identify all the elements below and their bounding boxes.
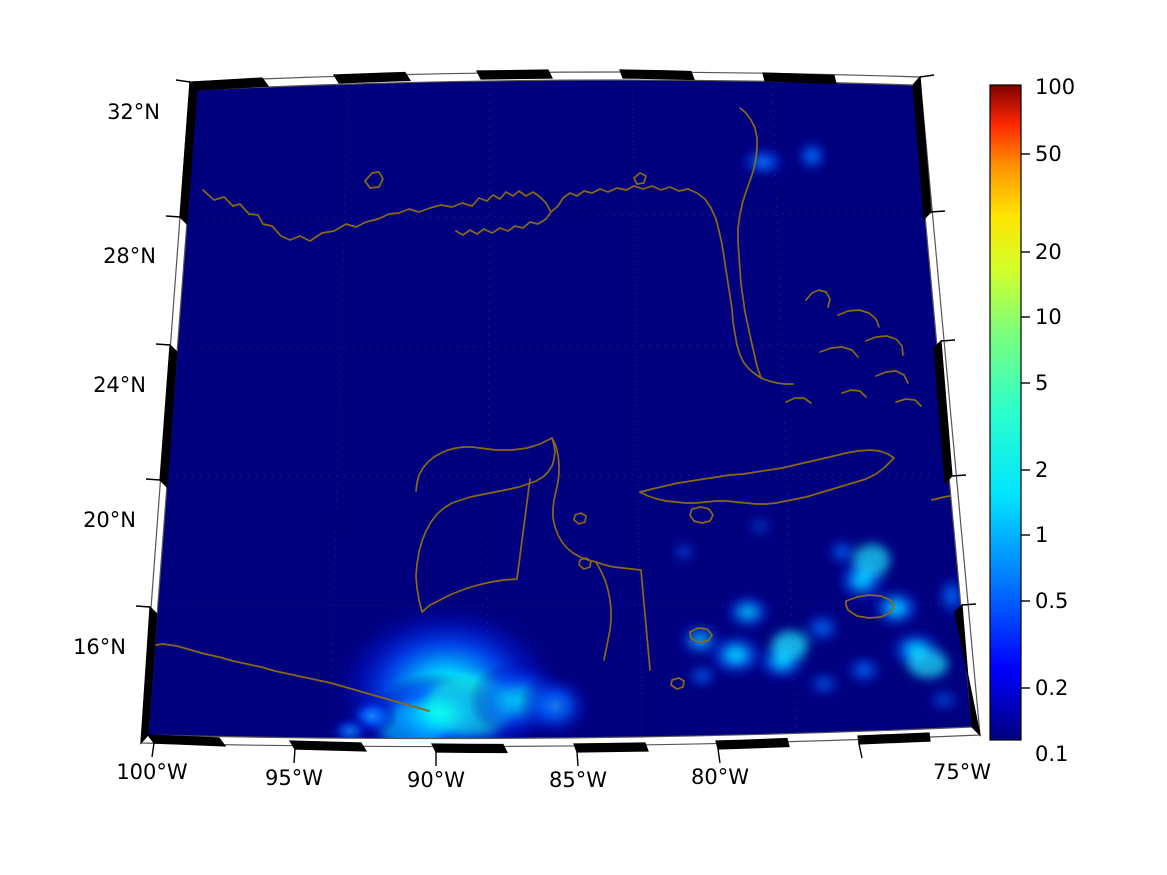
colorbar-tick-label-0.1: 0.1 — [1035, 742, 1069, 766]
lon-tick-label-90w: 90°W — [407, 768, 465, 792]
colorbar-tick-label-0.5: 0.5 — [1035, 589, 1069, 613]
feature-florida-offshore — [739, 140, 827, 176]
colorbar-tick-label-50: 50 — [1035, 142, 1062, 166]
map-frame — [135, 69, 981, 767]
major-tick-marks — [135, 74, 977, 767]
frame-ticks-top — [190, 69, 837, 91]
lon-tick-label-100w: 100°W — [116, 760, 188, 784]
colorbar-tick-label-100: 100 — [1035, 75, 1076, 99]
colorbar-tick-label-2: 2 — [1035, 458, 1049, 482]
colorbar[interactable] — [989, 84, 1030, 741]
colorbar-tick-label-0.2: 0.2 — [1035, 676, 1069, 700]
lat-tick-label-20n: 20°N — [83, 508, 136, 532]
lat-tick-label-16n: 16°N — [73, 635, 126, 659]
lat-tick-label-32n: 32°N — [107, 100, 160, 124]
colorbar-tick-label-1: 1 — [1035, 523, 1049, 547]
feature-campeche-plume — [328, 600, 594, 739]
lat-tick-label-24n: 24°N — [93, 373, 146, 397]
colorbar-tick-label-20: 20 — [1035, 240, 1062, 264]
lon-tick-label-75w: 75°W — [933, 760, 991, 784]
frame-ticks-bottom — [146, 732, 931, 754]
lon-tick-label-95w: 95°W — [265, 766, 323, 790]
coastlines — [148, 107, 972, 712]
data-field-raster — [148, 80, 972, 739]
lon-tick-label-85w: 85°W — [549, 768, 607, 792]
colorbar-tick-marks — [1021, 153, 1030, 689]
lat-tick-label-28n: 28°N — [103, 244, 156, 268]
colorbar-gradient — [989, 84, 1022, 741]
lon-tick-label-80w: 80°W — [691, 765, 749, 789]
colorbar-tick-label-10: 10 — [1035, 305, 1062, 329]
frame-ticks-right — [912, 75, 981, 737]
colorbar-tick-label-5: 5 — [1035, 371, 1049, 395]
feature-caribbean-patches — [670, 515, 968, 712]
graticule — [161, 80, 951, 739]
